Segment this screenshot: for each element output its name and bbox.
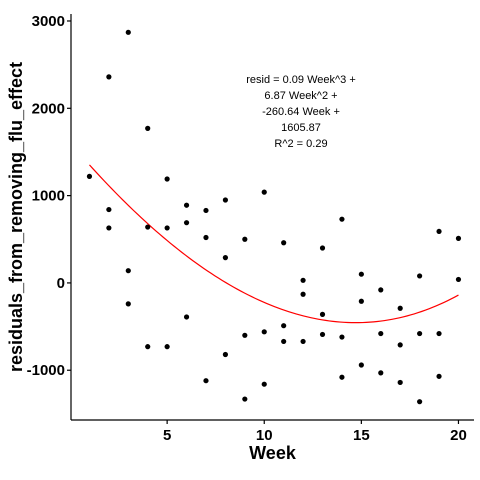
data-point [455,276,462,283]
data-point [86,173,93,179]
annotation-line: resid = 0.09 Week^3 + [246,74,356,86]
x-axis-ticks: 5 10 15 20 [163,420,467,444]
data-point [300,291,306,297]
data-point [203,378,209,384]
data-point [281,338,287,345]
data-point [281,323,287,329]
data-point [417,273,423,279]
data-point [222,197,229,203]
y-tick-label: 0 [57,275,65,292]
x-tick-label: 15 [353,427,370,444]
data-point [222,351,229,358]
data-point [145,125,151,131]
y-tick-label: 2000 [32,100,65,117]
data-point [397,305,403,311]
data-point [319,311,326,317]
data-point [125,301,131,307]
data-point [417,330,423,337]
data-point [339,334,345,340]
data-point [417,399,423,405]
data-point [242,396,248,402]
data-point [281,240,287,246]
annotation-line: -260.64 Week + [262,106,340,118]
data-point [145,224,151,230]
data-point [319,245,326,251]
data-point [164,344,170,350]
data-point [339,374,345,380]
data-point [319,331,326,338]
data-point [358,298,364,304]
data-point [261,329,267,335]
data-point [242,236,248,242]
data-point [203,207,209,214]
data-point [358,362,364,368]
data-point [203,234,209,241]
data-point [106,206,112,213]
data-point [358,271,364,277]
data-point [436,228,442,235]
equation-annotation: resid = 0.09 Week^3 + 6.87 Week^2 + -260.6… [246,74,356,150]
x-tick-label: 10 [256,427,273,444]
data-point [183,202,190,208]
points-layer [86,29,462,405]
data-point [222,255,229,261]
y-axis-ticks: -1000 0 1000 2000 3000 [27,13,71,379]
data-point [300,338,306,345]
annotation-line: 6.87 Week^2 + [264,90,337,102]
y-tick-label: -1000 [27,362,65,379]
data-point [378,370,384,376]
data-point [125,29,131,35]
fit-curve [89,164,459,324]
y-tick-label: 1000 [32,188,65,205]
data-point [125,268,131,274]
data-point [164,225,170,231]
data-point [436,330,442,337]
data-point [261,189,267,195]
data-point [183,220,190,226]
data-point [106,225,112,231]
y-axis-title: residuals_from_removing_flu_effect [6,62,26,372]
data-point [106,74,112,80]
data-point [183,314,190,320]
data-point [436,373,442,379]
y-tick-label: 3000 [32,13,65,30]
data-point [164,176,170,182]
x-tick-label: 20 [450,427,467,444]
annotation-line: R^2 = 0.29 [274,138,327,150]
data-point [378,330,384,337]
x-axis-title: Week [249,443,297,463]
data-point [242,332,248,338]
x-tick-label: 5 [163,427,171,444]
data-point [455,235,462,241]
data-point [397,342,403,348]
data-point [339,216,345,222]
data-point [378,287,384,293]
data-point [145,344,151,350]
data-point [397,379,403,386]
data-point [300,277,306,283]
annotation-line: 1605.87 [281,122,321,134]
fit-curve-layer [89,164,459,324]
data-point [261,381,267,387]
